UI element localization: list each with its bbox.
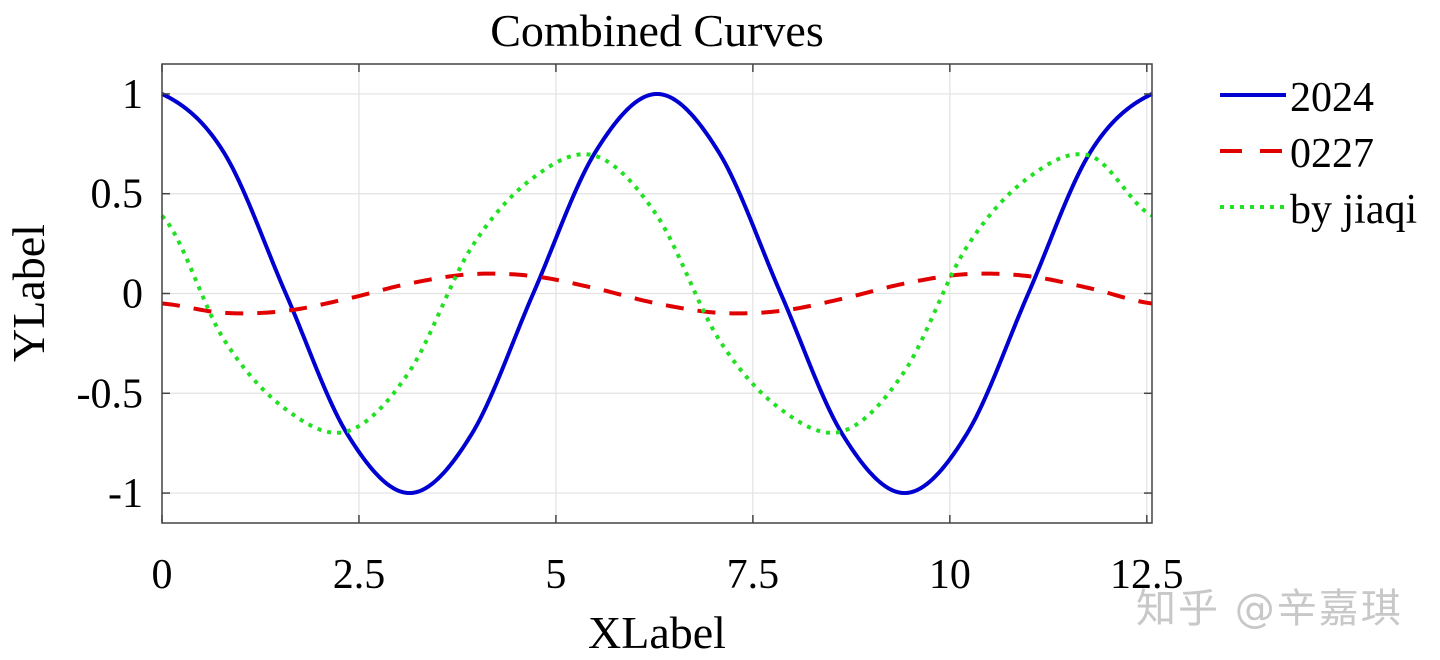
grid-lines [161,64,1152,523]
legend-label: 2024 [1290,75,1374,121]
watermark: 知乎 @辛嘉琪 [1136,586,1403,632]
legend: 2024 0227 by jiaqi [1220,75,1417,233]
y-axis-label: YLabel [3,224,54,362]
x-tick-label: 10 [929,552,971,598]
x-tick-label: 12.5 [1110,552,1184,598]
series-line-2024 [161,91,1153,496]
x-tick-label: 5 [545,552,566,598]
legend-label: by jiaqi [1290,187,1417,233]
legend-label: 0227 [1290,131,1374,177]
x-tick-label: 7.5 [727,552,780,598]
x-tick-label: 2.5 [333,552,386,598]
y-tick-label: -1 [108,471,143,517]
y-tick-label: 1 [122,72,143,118]
axis-ticks: 0 2.5 5 7.5 10 12.5 1 0.5 0 -0.5 -1 [77,64,1184,598]
series-line-0227 [161,271,1153,316]
y-tick-label: 0.5 [91,172,144,218]
y-tick-label: 0 [122,272,143,318]
x-tick-label: 0 [152,552,173,598]
plot-curves [160,91,1153,496]
y-tick-label: -0.5 [77,371,144,417]
chart-title: Combined Curves [490,5,823,56]
x-axis-label: XLabel [588,607,726,658]
